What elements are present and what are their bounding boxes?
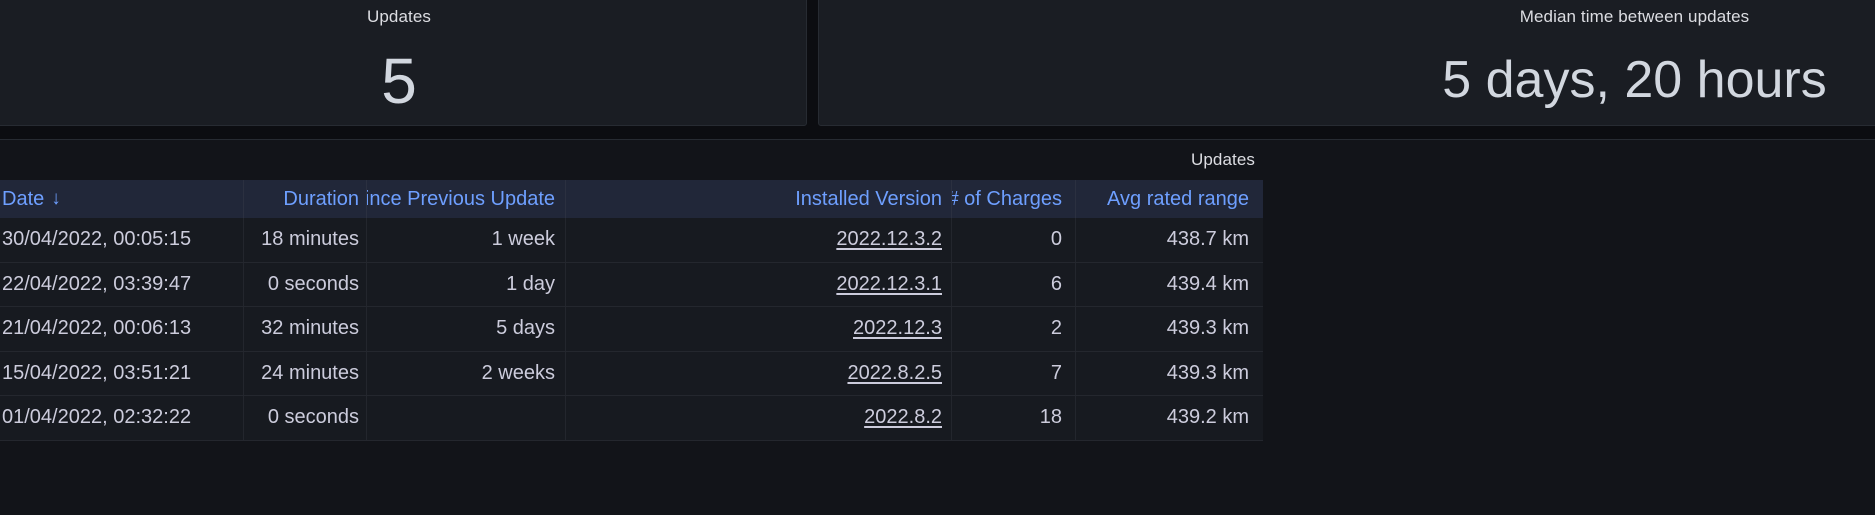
median-time-stat-value: 5 days, 20 hours: [1442, 51, 1827, 109]
column-header-label: Date: [2, 187, 45, 210]
cell-charges: 2: [952, 307, 1076, 351]
cell-date: 01/04/2022, 02:32:22: [0, 396, 244, 440]
cell-installed-version: 2022.8.2: [566, 396, 952, 440]
cell-duration: 0 seconds: [244, 262, 367, 306]
cell-date: 21/04/2022, 00:06:13: [0, 307, 244, 351]
table-row: 21/04/2022, 00:06:13 32 minutes 5 days 2…: [0, 307, 1263, 352]
cell-duration: 18 minutes: [244, 218, 367, 262]
column-header-since-previous-update[interactable]: Since Previous Update: [367, 180, 566, 218]
installed-version-link[interactable]: 2022.12.3: [853, 317, 942, 340]
panel-title: Updates: [366, 7, 432, 26]
panel-title: Updates: [1190, 150, 1256, 169]
updates-stat-panel: Updates 5: [0, 0, 807, 126]
updates-table: Date ↓ Duration Since Previous Update In…: [0, 180, 1263, 441]
median-time-stat-panel: Median time between updates 5 days, 20 h…: [818, 0, 1875, 126]
installed-version-link[interactable]: 2022.8.2.5: [847, 361, 942, 384]
updates-stat-value: 5: [381, 45, 417, 117]
column-header-installed-version[interactable]: Installed Version: [566, 180, 952, 218]
column-header-avg-rated-range[interactable]: Avg rated range: [1107, 187, 1249, 210]
cell-duration: 24 minutes: [244, 351, 367, 395]
cell-charges: 7: [952, 351, 1076, 395]
installed-version-link[interactable]: 2022.12.3.2: [836, 228, 942, 251]
cell-since-previous: 5 days: [367, 307, 566, 351]
cell-avg-rated-range: 439.2 km: [1166, 406, 1249, 429]
cell-date: 15/04/2022, 03:51:21: [0, 351, 244, 395]
cell-installed-version: 2022.8.2.5: [566, 351, 952, 395]
cell-avg-rated-range: 439.3 km: [1166, 361, 1249, 384]
cell-installed-version: 2022.12.3: [566, 307, 952, 351]
cell-installed-version: 2022.12.3.2: [566, 218, 952, 262]
cell-charges: 18: [952, 396, 1076, 440]
sort-desc-icon: ↓: [51, 188, 61, 209]
cell-since-previous: 1 day: [367, 262, 566, 306]
column-header-date[interactable]: Date ↓: [0, 180, 244, 218]
cell-since-previous: 2 weeks: [367, 351, 566, 395]
table-row: 22/04/2022, 03:39:47 0 seconds 1 day 202…: [0, 262, 1263, 307]
cell-duration: 32 minutes: [244, 307, 367, 351]
table-row: 30/04/2022, 00:05:15 18 minutes 1 week 2…: [0, 218, 1263, 263]
column-header-num-charges[interactable]: # of Charges: [952, 180, 1076, 218]
installed-version-link[interactable]: 2022.12.3.1: [836, 272, 942, 295]
cell-charges: 0: [952, 218, 1076, 262]
cell-date: 22/04/2022, 03:39:47: [0, 262, 244, 306]
cell-duration: 0 seconds: [244, 396, 367, 440]
cell-installed-version: 2022.12.3.1: [566, 262, 952, 306]
installed-version-link[interactable]: 2022.8.2: [864, 406, 942, 429]
cell-avg-rated-range: 439.3 km: [1166, 317, 1249, 340]
cell-since-previous: [367, 396, 566, 440]
table-row: 15/04/2022, 03:51:21 24 minutes 2 weeks …: [0, 351, 1263, 396]
table-header-row: Date ↓ Duration Since Previous Update In…: [0, 180, 1263, 218]
table-row: 01/04/2022, 02:32:22 0 seconds 2022.8.2 …: [0, 396, 1263, 441]
cell-charges: 6: [952, 262, 1076, 306]
cell-avg-rated-range: 439.4 km: [1166, 272, 1249, 295]
panel-title: Median time between updates: [1519, 7, 1750, 26]
cell-date: 30/04/2022, 00:05:15: [0, 218, 244, 262]
cell-since-previous: 1 week: [367, 218, 566, 262]
cell-avg-rated-range: 438.7 km: [1166, 228, 1249, 251]
column-header-duration[interactable]: Duration: [244, 180, 367, 218]
